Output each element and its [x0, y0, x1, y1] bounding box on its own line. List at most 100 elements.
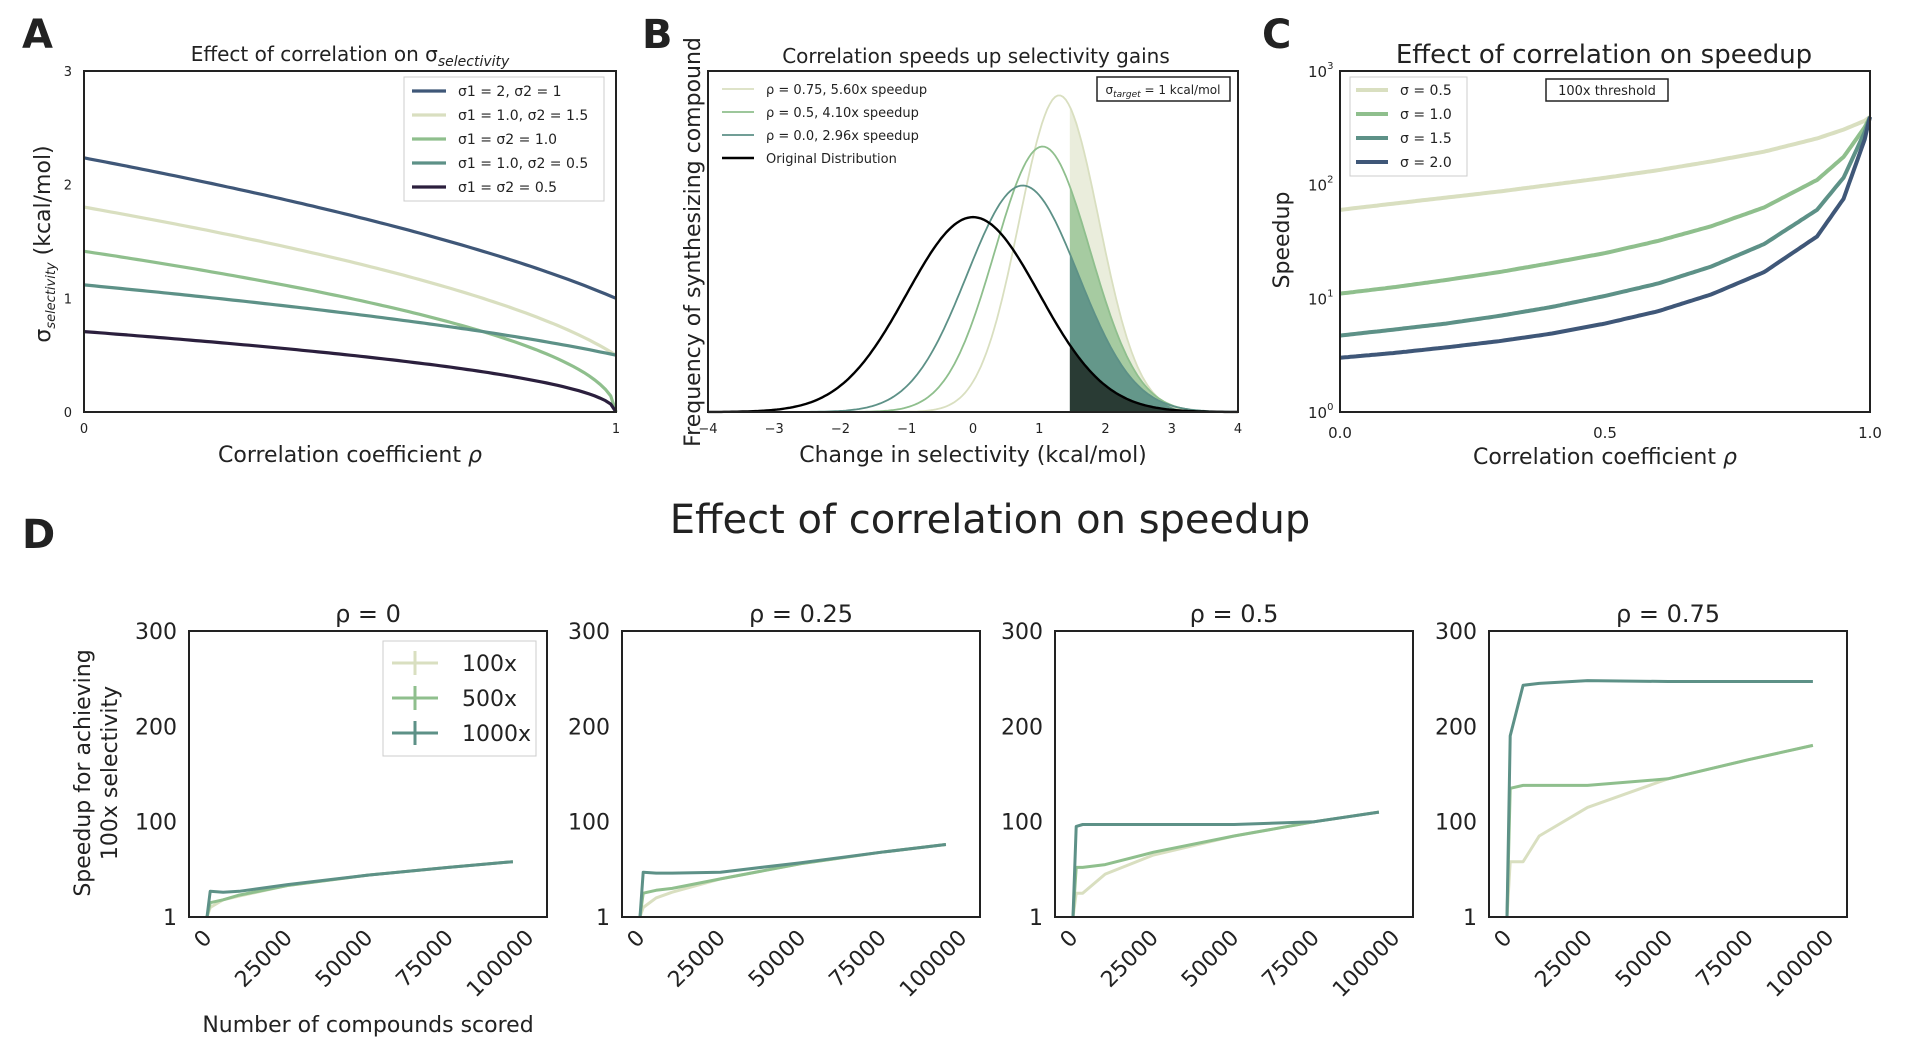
panel-d-0-xtick-1: 25000: [231, 926, 298, 993]
panel-d-3-xtick-3: 75000: [1692, 926, 1759, 993]
panel-d-1-xtick-1: 25000: [664, 926, 731, 993]
panel-b-legend-label-2: ρ = 0.0, 2.96x speedup: [766, 129, 919, 144]
panel-b-xtick-7: 3: [1168, 422, 1176, 437]
panel-b-legend-label-0: ρ = 0.75, 5.60x speedup: [766, 83, 927, 98]
panel-c-series-0-5: [1339, 115, 1872, 212]
panel-c-ylabel: Speedup: [1270, 192, 1295, 289]
panel-d-subplot-2: ρ = 0.5 1 100 200 300 0 25000 50000 75000 100000: [1001, 600, 1414, 1003]
panel-b-xtick-2: −2: [831, 422, 850, 437]
panel-a-ylabel: σselectivity (kcal/mol): [31, 145, 59, 342]
panel-d-3-ytick-3: 300: [1435, 620, 1477, 645]
panel-d-2-xtick-3: 75000: [1258, 926, 1325, 993]
panel-d-subplot-1: ρ = 0.25 1 100 200 300 0 25000 50000 75000 100000: [568, 600, 981, 1003]
panel-d-legend-label-0: 100x: [462, 652, 517, 677]
panel-d-2-ytick-3: 300: [1001, 620, 1043, 645]
panel-d-1-xtick-4: 100000: [895, 926, 972, 1003]
panel-d-subplot-3: ρ = 0.75 1 100 200 300 0 25000 50000 75000 100000: [1435, 600, 1848, 1003]
panel-d-2-ytick-1: 100: [1001, 811, 1043, 836]
panel-d-2-series-500x: [1071, 810, 1380, 918]
panel-c-chart: Effect of correlation on speedup 0.0 0.5 1…: [1270, 40, 1882, 470]
panel-d-0-ytick-1: 100: [135, 811, 177, 836]
panel-b-xtick-1: −3: [765, 422, 784, 437]
panel-d-0-xtick-0: 0: [190, 926, 218, 954]
panel-a-ytick-1: 1: [64, 292, 72, 307]
panel-d-legend-label-2: 1000x: [462, 722, 531, 747]
panel-d-3-series-1000x: [1505, 679, 1813, 918]
panel-a-series-2: [83, 249, 618, 413]
panel-d-1-series-1000x: [638, 843, 947, 918]
panel-a-legend-label-1: σ1 = 1.0, σ2 = 1.5: [458, 108, 588, 124]
panel-a-legend-label-0: σ1 = 2, σ2 = 1: [458, 84, 562, 100]
panel-c-legend-label-2: σ = 1.5: [1400, 131, 1452, 147]
panel-c-ytick-2: 102: [1308, 175, 1333, 195]
panel-b-legend-label-3: Original Distribution: [766, 152, 897, 167]
panel-c-legend-label-1: σ = 1.0: [1400, 107, 1452, 123]
panel-c-series-2-0: [1339, 116, 1872, 360]
panel-d-axes-frame-2: [1054, 630, 1414, 918]
panel-b-xlabel: Change in selectivity (kcal/mol): [799, 443, 1147, 468]
panel-d-axes-frame-0: [188, 630, 548, 918]
panel-a-xtick-1: 1: [612, 422, 620, 437]
panel-c-legend-frame: [1349, 76, 1468, 177]
panel-a-series-4: [83, 330, 618, 413]
panel-b-xtick-4: 0: [969, 422, 977, 437]
panel-d-axes-frame-3: [1488, 630, 1848, 918]
panel-d-legend: 100x 500x 1000x: [382, 640, 537, 757]
panel-d-0-ytick-0: 1: [163, 906, 177, 931]
panel-d-subplot-title-1: ρ = 0.25: [749, 600, 853, 628]
panel-a-series-3: [83, 283, 617, 357]
panel-d-2-xtick-0: 0: [1056, 926, 1084, 954]
panel-d-1-series-100x: [638, 843, 947, 918]
panel-d-2-series-1000x: [1071, 810, 1380, 918]
panel-letter-b: B: [642, 12, 673, 58]
panel-d-axes-frame-1: [621, 630, 981, 918]
panel-c-legend-label-3: σ = 2.0: [1400, 155, 1452, 171]
panel-a-legend-label-3: σ1 = 1.0, σ2 = 0.5: [458, 156, 588, 172]
panel-a-series-1: [83, 205, 617, 357]
panel-b-xtick-3: −1: [897, 422, 916, 437]
panel-b-curve-2: [708, 184, 1239, 413]
panel-c-annotation: 100x threshold: [1558, 84, 1656, 99]
panel-c-xlabel: Correlation coefficient ρ: [1473, 445, 1737, 470]
panel-b-axes-frame: [707, 70, 1239, 413]
panel-d-1-ytick-2: 200: [568, 715, 610, 740]
panel-b-legend: ρ = 0.75, 5.60x speedup ρ = 0.5, 4.10x sp…: [722, 83, 927, 167]
panel-b-tail-fill-2: [1069, 251, 1238, 412]
panel-letter-c: C: [1262, 12, 1291, 58]
panel-c-xtick-0: 0.0: [1328, 424, 1352, 442]
panel-d-chart: Effect of correlation on speedup ρ = 0 1 1…: [71, 497, 1848, 1038]
panel-d-0-xtick-3: 75000: [392, 926, 459, 993]
panel-d-3-series-500x: [1505, 743, 1814, 918]
panel-a-ytick-3: 3: [64, 65, 72, 80]
panel-c-xtick-1: 0.5: [1593, 424, 1617, 442]
panel-c-series-1-5: [1339, 116, 1872, 338]
panel-b-xtick-6: 2: [1101, 422, 1109, 437]
panel-d-2-xtick-1: 25000: [1097, 926, 1164, 993]
panel-d-0-ytick-3: 300: [135, 620, 177, 645]
panel-d-subplot-title-2: ρ = 0.5: [1190, 600, 1279, 628]
panel-d-ylabel-line2: 100x selectivity: [98, 686, 123, 860]
panel-c-legend: σ = 0.5 σ = 1.0 σ = 1.5 σ = 2.0: [1349, 76, 1468, 177]
panel-a-title: Effect of correlation on σselectivity: [191, 42, 510, 70]
panel-a-legend-label-4: σ1 = σ2 = 0.5: [458, 180, 557, 196]
panel-d-2-series-100x: [1071, 810, 1380, 918]
panel-b-curve-1: [708, 145, 1238, 413]
panel-b-annotation-box: [1096, 76, 1231, 102]
panel-b-legend-label-1: ρ = 0.5, 4.10x speedup: [766, 106, 919, 121]
panel-a-series-0: [83, 156, 617, 300]
panel-a-legend: σ1 = 2, σ2 = 1 σ1 = 1.0, σ2 = 1.5 σ1 = σ2 …: [403, 76, 605, 202]
panel-d-3-xtick-1: 25000: [1531, 926, 1598, 993]
panel-d-3-xtick-2: 50000: [1611, 926, 1678, 993]
panel-b-xtick-8: 4: [1234, 422, 1242, 437]
panel-d-0-xtick-4: 100000: [462, 926, 539, 1003]
panel-b-chart: Correlation speeds up selectivity gains …: [681, 37, 1242, 468]
panel-d-0-series-1000x: [205, 860, 514, 918]
panel-d-subplot-title-3: ρ = 0.75: [1616, 600, 1720, 628]
panel-b-ylabel: Frequency of synthesizing compound: [681, 37, 706, 447]
panel-letter-d: D: [22, 512, 55, 558]
panel-a-xtick-0: 0: [80, 422, 88, 437]
panel-a-legend-label-2: σ1 = σ2 = 1.0: [458, 132, 557, 148]
panel-a-ytick-0: 0: [64, 406, 72, 421]
panel-c-xtick-2: 1.0: [1858, 424, 1882, 442]
panel-c-title: Effect of correlation on speedup: [1396, 40, 1812, 70]
